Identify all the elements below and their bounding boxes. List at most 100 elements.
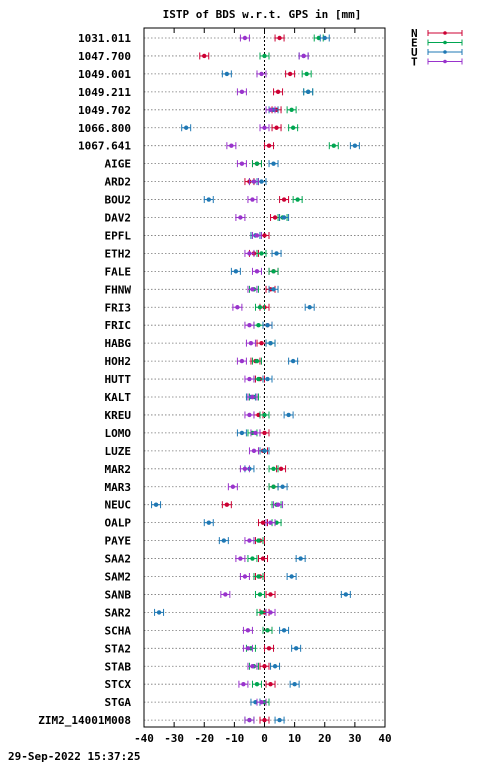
data-point xyxy=(247,412,252,418)
data-point xyxy=(257,305,263,310)
station-label: FRIC xyxy=(105,319,132,332)
station-label: HOH2 xyxy=(105,355,132,368)
data-point xyxy=(221,538,227,543)
data-point xyxy=(271,161,276,166)
data-point xyxy=(202,53,207,59)
station-label: 1066.800 xyxy=(78,122,131,135)
data-point xyxy=(305,89,311,95)
data-point xyxy=(242,466,248,471)
legend-label: U xyxy=(411,46,418,59)
data-point xyxy=(262,53,267,59)
data-point xyxy=(268,107,273,113)
data-point xyxy=(224,71,230,77)
data-point xyxy=(271,484,276,489)
station-label: ARD2 xyxy=(105,176,132,189)
station-label: PAYE xyxy=(105,535,132,548)
data-point xyxy=(239,161,245,166)
data-point xyxy=(266,143,272,148)
data-point xyxy=(245,646,251,651)
data-point xyxy=(247,376,252,382)
station-label: 1049.001 xyxy=(78,68,131,81)
station-label: STGA xyxy=(105,696,132,709)
station-label: 1067.641 xyxy=(78,140,131,153)
data-point xyxy=(239,430,245,436)
data-point xyxy=(262,717,267,723)
x-tick-label: -10 xyxy=(224,732,244,745)
data-point xyxy=(259,251,264,256)
data-point xyxy=(247,538,252,543)
data-point xyxy=(301,53,306,59)
station-label: 1049.211 xyxy=(78,86,131,99)
data-point xyxy=(262,412,267,418)
data-point xyxy=(206,520,211,525)
timestamp: 29-Sep-2022 15:37:25 xyxy=(8,750,140,763)
data-point xyxy=(233,269,239,274)
station-labels: 1031.011 1047.700 1049.001 1049.211 1049.702… xyxy=(38,32,131,727)
data-point xyxy=(251,448,257,454)
station-label: ZIM2_14001M008 xyxy=(38,714,131,727)
station-label: FRI3 xyxy=(105,301,132,314)
station-label: 1031.011 xyxy=(78,32,131,45)
data-point xyxy=(281,628,287,633)
data-point xyxy=(256,323,261,328)
data-point xyxy=(259,699,264,705)
data-point xyxy=(292,682,297,687)
station-label: LOMO xyxy=(105,427,132,440)
station-label: HABG xyxy=(105,337,132,350)
station-label: DAV2 xyxy=(105,212,132,225)
data-point xyxy=(322,35,327,41)
station-label: SAA2 xyxy=(105,553,132,566)
data-point xyxy=(274,125,279,130)
x-tick-label: 20 xyxy=(318,732,331,745)
data-point xyxy=(251,179,257,184)
data-point xyxy=(235,305,240,310)
data-point xyxy=(254,358,260,364)
data-point xyxy=(257,592,263,597)
data-point xyxy=(153,502,159,507)
data-point xyxy=(248,340,254,346)
data-point xyxy=(268,340,273,346)
station-label: OALP xyxy=(105,517,132,530)
station-label: MAR3 xyxy=(105,481,132,494)
data-point xyxy=(274,251,279,256)
data-point xyxy=(256,538,261,543)
data-point xyxy=(265,376,270,382)
data-point xyxy=(238,556,243,561)
data-point xyxy=(289,574,294,579)
data-point xyxy=(183,125,189,130)
station-label: SAM2 xyxy=(105,571,132,584)
data-point xyxy=(206,197,211,202)
data-point xyxy=(260,520,266,525)
x-tick-label: 10 xyxy=(288,732,301,745)
data-point xyxy=(238,215,243,220)
station-label: 1047.700 xyxy=(78,50,131,63)
legend-marker xyxy=(443,59,447,64)
data-point xyxy=(265,628,270,633)
station-label: BOU2 xyxy=(105,194,132,207)
series-T xyxy=(220,34,309,724)
station-label: STAB xyxy=(105,660,132,673)
station-label: SANB xyxy=(105,588,132,601)
data-point xyxy=(268,682,273,687)
data-point xyxy=(254,682,260,687)
data-point xyxy=(343,592,349,597)
station-label: 1049.702 xyxy=(78,104,131,117)
data-point xyxy=(275,89,281,95)
data-point xyxy=(266,646,272,651)
station-label: SAR2 xyxy=(105,606,132,619)
data-point xyxy=(259,179,264,184)
data-point xyxy=(295,197,300,202)
data-point xyxy=(262,430,267,436)
x-tick-label: -20 xyxy=(194,732,214,745)
station-label: AIGE xyxy=(105,158,132,171)
data-point xyxy=(250,287,255,292)
data-marks xyxy=(151,34,360,724)
data-point xyxy=(286,412,291,418)
data-point xyxy=(262,125,267,130)
legend-marker xyxy=(443,50,447,54)
station-label: KREU xyxy=(105,409,132,422)
data-point xyxy=(281,197,287,202)
x-tick-label: 0 xyxy=(261,732,268,745)
data-point xyxy=(241,682,246,687)
station-label: ETH2 xyxy=(105,247,132,260)
